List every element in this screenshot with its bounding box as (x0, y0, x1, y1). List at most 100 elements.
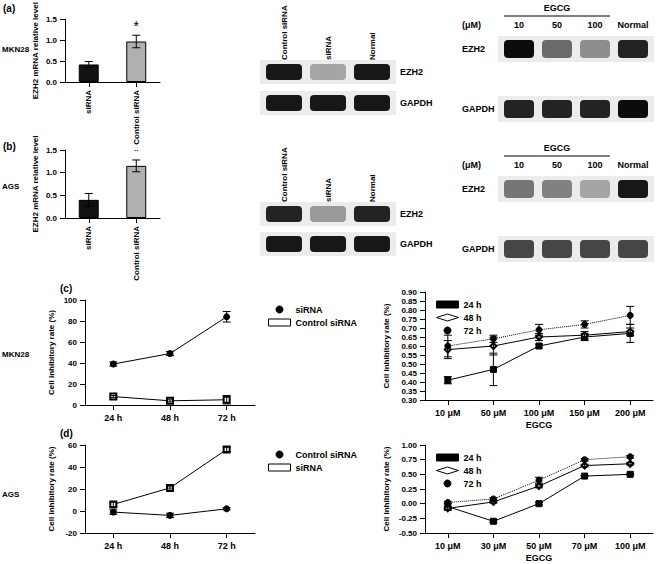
svg-text:siRNA: siRNA (296, 305, 324, 315)
svg-text:0.35: 0.35 (401, 387, 417, 396)
svg-text:72 h: 72 h (464, 326, 482, 336)
svg-text:EZH2: EZH2 (462, 184, 485, 194)
svg-text:Cell inhibitory rate (%): Cell inhibitory rate (%) (382, 446, 391, 531)
svg-text:Normal: Normal (368, 32, 377, 60)
svg-text:1.5: 1.5 (46, 146, 58, 155)
svg-text:0.75: 0.75 (401, 315, 417, 324)
svg-text:100 μM: 100 μM (615, 541, 646, 551)
svg-text:0.75: 0.75 (401, 455, 417, 464)
svg-text:MKN28: MKN28 (2, 350, 30, 359)
svg-text:Control siRNA: Control siRNA (280, 5, 289, 60)
svg-text:GAPDH: GAPDH (400, 98, 433, 108)
svg-text:48 h: 48 h (161, 413, 179, 423)
svg-text:1.0: 1.0 (46, 36, 58, 45)
svg-text:40: 40 (68, 359, 77, 368)
svg-text:siRNA: siRNA (84, 226, 93, 250)
svg-text:200 μM: 200 μM (615, 408, 646, 418)
svg-text:EZH2 mRNA relative level: EZH2 mRNA relative level (31, 2, 40, 99)
svg-text:EZH2: EZH2 (400, 67, 423, 77)
svg-text:1.0: 1.0 (46, 168, 58, 177)
svg-text:siRNA: siRNA (84, 90, 93, 114)
svg-text:0.5: 0.5 (46, 191, 58, 200)
svg-text:0.5: 0.5 (46, 57, 58, 66)
svg-text:0.40: 0.40 (401, 378, 417, 387)
svg-text:100 μM: 100 μM (524, 408, 555, 418)
svg-text:30 μM: 30 μM (481, 541, 507, 551)
svg-text:Cell inhibitory rate (%): Cell inhibitory rate (%) (382, 303, 391, 388)
svg-text:*: * (134, 18, 140, 34)
svg-text:40: 40 (68, 463, 77, 472)
svg-text:72 h: 72 h (218, 541, 236, 551)
svg-text:0.50: 0.50 (401, 360, 417, 369)
svg-text:10 μM: 10 μM (435, 541, 461, 551)
svg-text:AGS: AGS (2, 182, 20, 191)
svg-text:50: 50 (552, 160, 562, 170)
svg-text:60: 60 (68, 441, 77, 450)
svg-text:(μM): (μM) (462, 20, 481, 30)
svg-text:0.70: 0.70 (401, 324, 417, 333)
svg-text:EGCG: EGCG (526, 420, 553, 430)
svg-text:100: 100 (64, 296, 78, 305)
svg-text:siRNA: siRNA (296, 463, 324, 473)
svg-text:0.45: 0.45 (401, 369, 417, 378)
svg-text:-20: -20 (65, 529, 77, 538)
svg-text:Control siRNA: Control siRNA (296, 318, 358, 328)
svg-text:10: 10 (514, 20, 524, 30)
svg-text:100: 100 (587, 160, 602, 170)
svg-text:0.0: 0.0 (46, 78, 58, 87)
svg-text:EZH2: EZH2 (462, 44, 485, 54)
svg-text:0.55: 0.55 (401, 351, 417, 360)
svg-text:150 μM: 150 μM (569, 408, 600, 418)
svg-text:0.90: 0.90 (401, 288, 417, 297)
svg-text:0.50: 0.50 (401, 470, 417, 479)
svg-text:48 h: 48 h (464, 313, 482, 323)
svg-text:1.5: 1.5 (46, 15, 58, 24)
svg-text:0.65: 0.65 (401, 333, 417, 342)
svg-text:0: 0 (73, 507, 78, 516)
svg-text:24 h: 24 h (104, 413, 122, 423)
svg-text:0.0: 0.0 (46, 214, 58, 223)
svg-text:72 h: 72 h (464, 479, 482, 489)
svg-text:Normal: Normal (368, 174, 377, 202)
svg-text:EGCG: EGCG (526, 553, 553, 563)
svg-text:0.80: 0.80 (401, 306, 417, 315)
svg-text:1.00: 1.00 (401, 441, 417, 450)
svg-text:EGCG: EGCG (544, 3, 571, 13)
svg-text:-0.25: -0.25 (399, 514, 418, 523)
svg-text:Cell inhibitory rate (%): Cell inhibitory rate (%) (47, 310, 56, 395)
svg-text:48 h: 48 h (464, 466, 482, 476)
svg-text:24 h: 24 h (464, 300, 482, 310)
svg-text:50 μM: 50 μM (481, 408, 507, 418)
svg-text:-0.50: -0.50 (399, 529, 418, 538)
svg-text:Cell inhibitory rate (%): Cell inhibitory rate (%) (47, 446, 56, 531)
svg-text:Control siRNA: Control siRNA (296, 450, 358, 460)
svg-text:48 h: 48 h (161, 541, 179, 551)
svg-text:100: 100 (587, 20, 602, 30)
svg-text:20: 20 (68, 485, 77, 494)
svg-text:(d): (d) (60, 428, 73, 439)
svg-text:(b): (b) (3, 141, 16, 152)
svg-text:20: 20 (68, 380, 77, 389)
svg-text:GAPDH: GAPDH (462, 244, 495, 254)
svg-text:0.25: 0.25 (401, 485, 417, 494)
svg-text:Control siRNA: Control siRNA (280, 147, 289, 202)
svg-text:MKN28: MKN28 (2, 45, 30, 54)
svg-text:siRNA: siRNA (324, 178, 333, 202)
svg-text:0.60: 0.60 (401, 342, 417, 351)
svg-text:0.85: 0.85 (401, 297, 417, 306)
svg-text:Control siRNA: Control siRNA (132, 226, 141, 281)
svg-text:GAPDH: GAPDH (462, 104, 495, 114)
svg-text:0.00: 0.00 (401, 499, 417, 508)
svg-text:EZH2: EZH2 (400, 209, 423, 219)
svg-text:50: 50 (552, 20, 562, 30)
svg-text:24 h: 24 h (104, 541, 122, 551)
svg-text:*: * (134, 143, 140, 159)
svg-text:Control siRNA: Control siRNA (132, 90, 141, 145)
svg-text:siRNA: siRNA (324, 36, 333, 60)
svg-text:60: 60 (68, 338, 77, 347)
svg-text:10: 10 (514, 160, 524, 170)
svg-text:GAPDH: GAPDH (400, 239, 433, 249)
svg-text:(a): (a) (3, 3, 15, 14)
svg-text:AGS: AGS (2, 490, 20, 499)
svg-text:Normal: Normal (617, 20, 648, 30)
